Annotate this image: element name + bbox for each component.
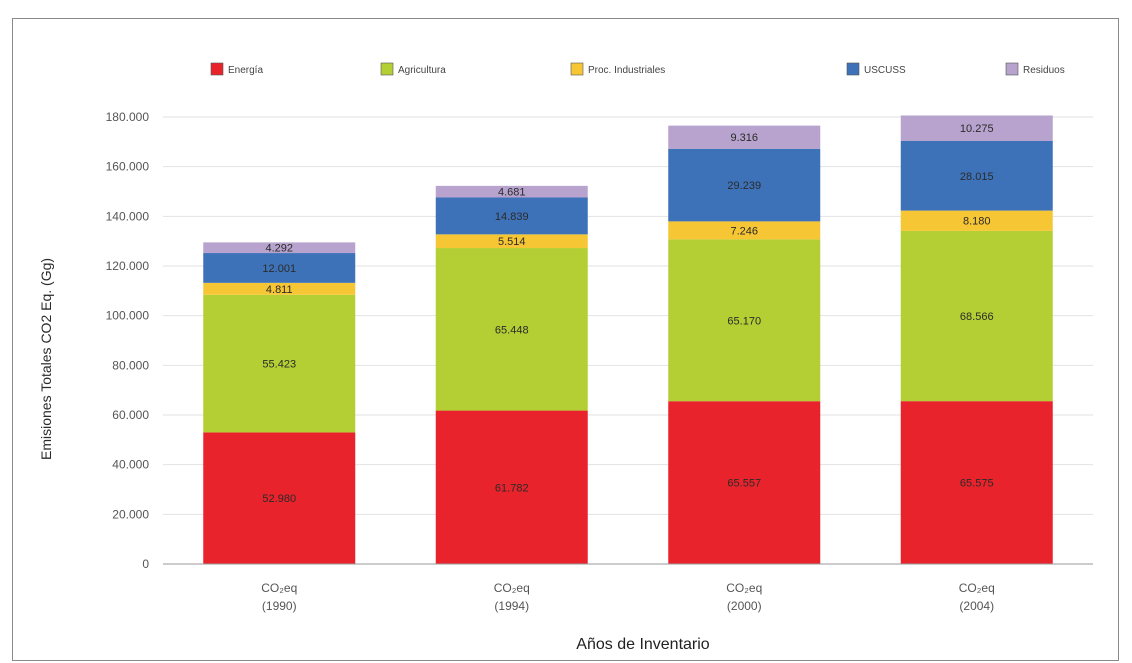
axis-layer: 0 20.000 40.000 60.000 80.000 100.000 120.000 1…	[106, 110, 1093, 613]
data-label: 7.246	[730, 225, 758, 237]
y-tick-label: 120.000	[106, 259, 150, 273]
data-label: 8.180	[963, 216, 991, 228]
legend-item: Energía	[210, 62, 263, 76]
bar-segment	[668, 401, 821, 564]
data-label: 55.423	[262, 359, 296, 371]
y-tick-label: 0	[142, 557, 149, 571]
bar-segment	[203, 242, 356, 254]
legend-label: Energía	[228, 65, 263, 76]
bar-segment	[435, 185, 588, 198]
bar-segment	[203, 432, 356, 564]
x-tick-label: CO₂eq	[494, 581, 530, 595]
legend-label: USCUSS	[864, 65, 906, 76]
data-label: 12.001	[262, 263, 296, 275]
stacked-bar-chart: 52.980 55.423 4.811 12.001 4.292 61.782 65.448…	[38, 62, 1093, 653]
y-tick-label: 140.000	[106, 209, 150, 223]
y-tick-label: 20.000	[112, 507, 149, 521]
legend-item: Residuos	[1005, 62, 1065, 76]
data-label: 5.514	[498, 236, 526, 248]
data-label: 52.980	[262, 493, 296, 505]
data-label: 65.448	[495, 324, 529, 336]
legend-label: Proc. Industriales	[588, 65, 665, 76]
data-labels-layer: 52.980 55.423 4.811 12.001 4.292 61.782 65.448…	[262, 123, 993, 505]
data-label: 65.557	[727, 478, 761, 490]
data-label: 65.575	[960, 478, 994, 490]
bar-segment	[900, 140, 1053, 211]
bar-segment	[203, 282, 356, 295]
bar-segment	[668, 239, 821, 402]
legend-item: USCUSS	[846, 62, 906, 76]
legend-swatch	[1005, 62, 1019, 76]
y-tick-label: 80.000	[112, 358, 149, 372]
legend-swatch	[210, 62, 224, 76]
y-tick-label: 160.000	[106, 160, 150, 174]
legend-label: Residuos	[1023, 65, 1065, 76]
bar-segment	[435, 197, 588, 235]
x-tick-label: CO₂eq	[959, 581, 995, 595]
data-label: 68.566	[960, 311, 994, 323]
x-tick-label-year: (2004)	[959, 599, 994, 613]
data-label: 10.275	[960, 123, 994, 135]
x-axis-title: Años de Inventario	[576, 636, 710, 653]
bar-segment	[668, 125, 821, 149]
y-tick-label: 40.000	[112, 458, 149, 472]
bar-segment	[435, 248, 588, 411]
legend: Energía Agricultura Proc. Industriales USCU…	[210, 62, 1065, 76]
legend-item: Agricultura	[380, 62, 446, 76]
x-tick-label-year: (2000)	[727, 599, 762, 613]
legend-swatch	[380, 62, 394, 76]
bar-segment	[668, 221, 821, 240]
x-tick-label: CO₂eq	[261, 581, 297, 595]
legend-swatch	[846, 62, 860, 76]
data-label: 4.681	[498, 187, 526, 199]
bar-segment	[435, 410, 588, 564]
chart-frame: 52.980 55.423 4.811 12.001 4.292 61.782 65.448…	[12, 18, 1119, 661]
y-tick-label: 100.000	[106, 309, 150, 323]
x-tick-label-year: (1994)	[494, 599, 529, 613]
y-axis-title: Emisiones Totales CO2 Eq. (Gg)	[38, 258, 54, 460]
bar-segment	[900, 230, 1053, 402]
data-label: 65.170	[727, 315, 761, 327]
legend-item: Proc. Industriales	[570, 62, 665, 76]
bar-segment	[668, 148, 821, 222]
data-label: 28.015	[960, 171, 994, 183]
legend-swatch	[570, 62, 584, 76]
bar-segment	[900, 210, 1053, 231]
bar-segment	[900, 115, 1053, 141]
data-label: 29.239	[727, 180, 761, 192]
bars-layer	[203, 115, 1053, 564]
legend-label: Agricultura	[398, 65, 446, 76]
data-label: 4.292	[265, 243, 293, 255]
bar-segment	[435, 234, 588, 249]
bar-segment	[900, 401, 1053, 564]
y-tick-label: 60.000	[112, 408, 149, 422]
data-label: 9.316	[730, 132, 758, 144]
x-tick-label-year: (1990)	[262, 599, 297, 613]
x-tick-label: CO₂eq	[726, 581, 762, 595]
data-label: 61.782	[495, 482, 529, 494]
data-label: 4.811	[266, 284, 293, 296]
y-tick-label: 180.000	[106, 110, 150, 124]
bar-segment	[203, 294, 356, 433]
bar-segment	[203, 253, 356, 283]
data-label: 14.839	[495, 211, 529, 223]
